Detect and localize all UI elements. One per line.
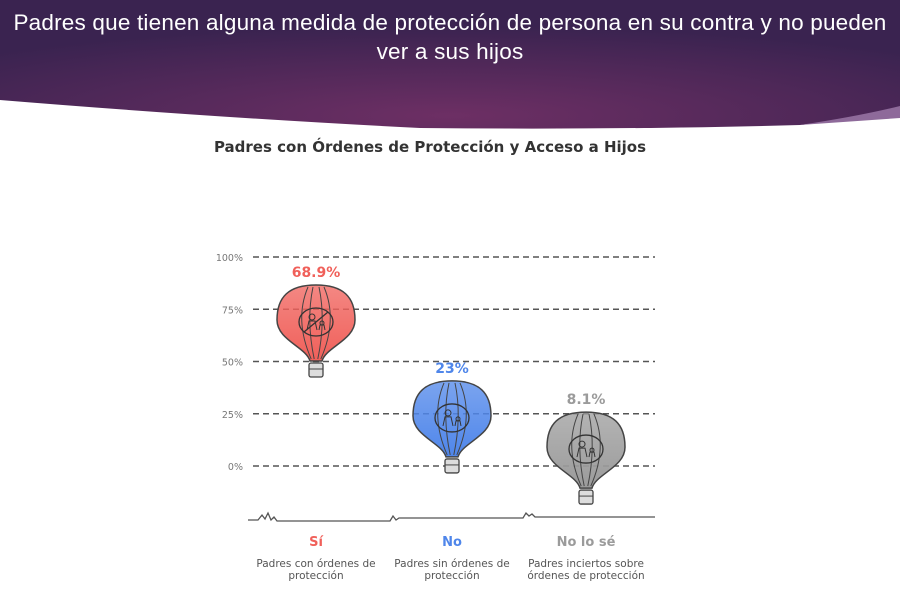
value-label: 23% — [435, 361, 469, 377]
category-description: Padres inciertos sobre órdenes de protec… — [527, 558, 645, 582]
ground-line — [248, 511, 655, 522]
chart-title: Padres con Órdenes de Protección y Acces… — [213, 138, 647, 156]
y-tick-label: 50% — [222, 358, 243, 369]
category-name: No — [442, 535, 462, 550]
value-label: 8.1% — [567, 392, 606, 408]
balloon-envelope — [546, 411, 626, 489]
balloon-basket — [308, 362, 324, 378]
category-1: Sí Padres con órdenes de protección — [246, 535, 386, 582]
balloon-2: 23% — [412, 361, 492, 474]
value-label: 68.9% — [292, 265, 341, 281]
category-description: Padres con órdenes de protección — [256, 558, 376, 582]
y-tick-label: 0% — [228, 462, 243, 473]
slide-title: Padres que tienen alguna medida de prote… — [13, 10, 887, 64]
y-tick-label: 100% — [216, 253, 243, 264]
balloon-basket — [444, 458, 460, 474]
parent-child-icon — [434, 403, 470, 433]
category-name: Sí — [309, 535, 323, 550]
no-child-access-icon — [298, 307, 334, 337]
balloon-envelope — [276, 284, 356, 362]
balloon-1: 68.9% — [276, 265, 356, 378]
category-3: No lo sé Padres inciertos sobre órdenes d… — [516, 535, 656, 582]
balloon-basket — [578, 489, 594, 505]
locked-people-icon — [568, 434, 604, 464]
category-description: Padres sin órdenes de protección — [394, 558, 510, 582]
slide-header-background — [0, 0, 900, 129]
category-2: No Padres sin órdenes de protección — [382, 535, 522, 582]
y-tick-label: 25% — [222, 410, 243, 421]
balloon-envelope — [412, 380, 492, 458]
y-tick-label: 75% — [222, 305, 243, 316]
category-name: No lo sé — [556, 535, 616, 550]
balloon-3: 8.1% — [546, 392, 626, 505]
